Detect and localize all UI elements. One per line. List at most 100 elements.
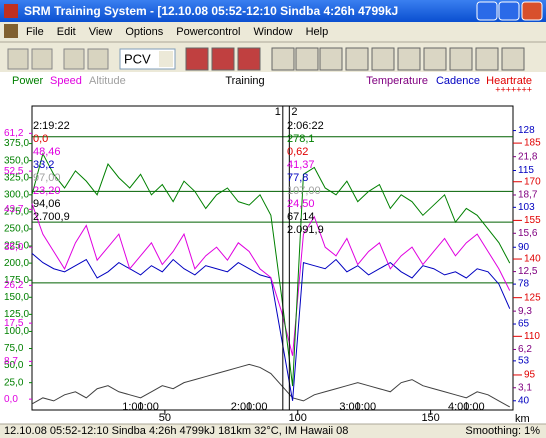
y-tick-label: 3,1 (518, 382, 532, 393)
cursor-readout: 0,62 (287, 146, 308, 158)
cursor-readout: 0,0 (33, 133, 48, 145)
y-tick-label: 115 (518, 165, 534, 176)
series-line (31, 203, 511, 356)
y-tick-label: 26,2 (4, 280, 24, 291)
menu-item[interactable]: Help (306, 26, 329, 38)
y-tick-label: 140 (524, 254, 541, 265)
menu-item[interactable]: View (89, 26, 113, 38)
x-tick-label: 4:00:00 (448, 401, 485, 413)
y-tick-label: 53 (518, 356, 530, 367)
tool-button[interactable] (31, 48, 53, 70)
tool-button[interactable] (475, 47, 499, 71)
tool-button[interactable] (63, 48, 85, 70)
window-title: SRM Training System - [12.10.08 05:52-12… (24, 4, 398, 18)
y-tick-label: 125,0 (4, 309, 29, 320)
distance-tick-label: 150 (421, 412, 439, 424)
distance-tick-label: 100 (289, 412, 307, 424)
tool-button[interactable] (371, 47, 395, 71)
tool-button[interactable] (237, 47, 261, 71)
menu-item[interactable]: Edit (57, 26, 76, 38)
tool-button[interactable] (319, 47, 343, 71)
menu-item[interactable]: Options (125, 26, 163, 38)
y-tick-label: 350,0 (4, 155, 29, 166)
tool-button[interactable] (501, 47, 525, 71)
y-tick-label: 150,0 (4, 292, 29, 303)
tool-button[interactable] (87, 48, 109, 70)
cursor-readout: 278,1 (287, 133, 315, 145)
tool-button[interactable] (185, 47, 209, 71)
y-tick-label: 375,0 (4, 138, 29, 149)
cursor-label: 1 (275, 106, 281, 118)
status-right: Smoothing: 1% (465, 425, 540, 437)
y-tick-label: 50,0 (4, 360, 24, 371)
y-tick-label: 300,0 (4, 189, 29, 200)
y-tick-label: 6,2 (518, 344, 532, 355)
y-tick-label: 21,8 (518, 151, 538, 162)
tool-button[interactable] (295, 47, 319, 71)
y-tick-label: 12,5 (518, 266, 538, 277)
y-tick-label: 110 (524, 331, 540, 342)
tool-button[interactable] (423, 47, 447, 71)
y-tick-label: 95 (524, 370, 536, 381)
app-icon (4, 4, 18, 18)
cursor-label: 2 (291, 106, 297, 118)
minimize-button[interactable] (476, 1, 498, 21)
legend-label: Speed (50, 75, 82, 87)
y-tick-label: 100,0 (4, 326, 29, 337)
tool-button[interactable] (449, 47, 473, 71)
legend-label: Cadence (436, 75, 480, 87)
cursor-readout: 94,06 (33, 198, 61, 210)
cursor-readout: 41,37 (287, 159, 315, 171)
y-tick-label: 75,0 (4, 343, 24, 354)
y-tick-label: 250,0 (4, 224, 29, 235)
y-tick-label: 170 (524, 176, 541, 187)
title-bar (0, 0, 546, 22)
heartrate-marker: +++++++ (495, 84, 532, 94)
close-button[interactable] (521, 1, 543, 21)
distance-unit: km (515, 413, 530, 425)
chart-bg (0, 72, 546, 424)
x-tick-label: 3:00:00 (339, 401, 376, 413)
y-tick-label: 225,0 (4, 241, 29, 252)
tool-button[interactable] (211, 47, 235, 71)
y-tick-label: 185 (524, 138, 541, 149)
y-tick-label: 35,0 (4, 242, 24, 253)
y-tick-label: 52,5 (4, 166, 24, 177)
tool-button[interactable] (345, 47, 369, 71)
menu-item[interactable]: Powercontrol (176, 26, 240, 38)
y-tick-label: 40 (518, 395, 530, 406)
tool-button[interactable] (271, 47, 295, 71)
distance-tick-label: 50 (159, 412, 171, 424)
maximize-button[interactable] (498, 1, 520, 21)
tool-button[interactable] (397, 47, 421, 71)
plot: Power Speed Altitude Temperature Cadence Hear… (4, 75, 541, 425)
doc-icon (4, 24, 18, 38)
tool-button[interactable] (7, 48, 29, 70)
combo-text: PCV (124, 51, 151, 66)
cursor-readout: 23,20 (33, 185, 61, 197)
y-tick-label: 325,0 (4, 172, 29, 183)
menu-item[interactable]: Window (253, 26, 292, 38)
menu-item[interactable]: File (26, 26, 44, 38)
y-tick-label: 9,3 (518, 306, 532, 317)
y-tick-label: 103 (518, 202, 535, 213)
cursor-readout: 2:06:22 (287, 120, 324, 132)
y-tick-label: 125 (524, 292, 541, 303)
y-tick-label: 43,7 (4, 204, 24, 215)
y-tick-label: 200,0 (4, 258, 29, 269)
series-line (31, 363, 510, 408)
cursor-readout: 2:19:22 (33, 120, 70, 132)
y-tick-label: 128 (518, 125, 535, 136)
y-tick-label: 78 (518, 279, 530, 290)
cursor-readout: 77,8 (287, 172, 308, 184)
combo-arrow[interactable] (159, 51, 173, 67)
toolbar (7, 47, 525, 71)
cursor-readout: 67,14 (287, 211, 315, 223)
menu-bar: File Edit View Options Powercontrol Window Hel… (26, 26, 328, 38)
y-tick-label: 25,0 (4, 377, 24, 388)
cursor-readout: 2.091,9 (287, 224, 324, 236)
y-tick-label: 8,7 (4, 356, 18, 367)
y-tick-label: 17,5 (4, 318, 24, 329)
